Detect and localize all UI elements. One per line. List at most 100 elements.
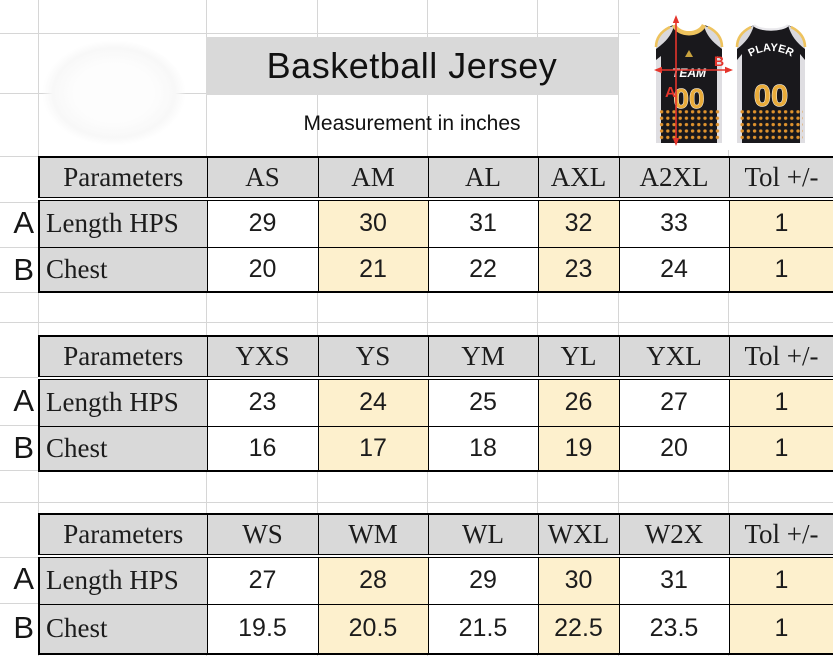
watermark-blob xyxy=(42,40,186,146)
header-cell: AS xyxy=(206,156,319,201)
value-cell: 23 xyxy=(206,377,319,427)
table-header-row: Parameters AS AM AL AXL A2XL Tol +/- xyxy=(38,156,833,201)
label-cell: Chest xyxy=(38,425,208,472)
value-cell: 22 xyxy=(427,246,539,293)
page-title-text: Basketball Jersey xyxy=(266,45,558,86)
value-cell: 27 xyxy=(618,377,730,427)
value-cell: 1 xyxy=(728,603,833,655)
size-table-women: Parameters WS WM WL WXL W2X Tol +/- Leng… xyxy=(38,513,833,655)
subtitle-text: Measurement in inches xyxy=(303,112,521,135)
value-cell: 23.5 xyxy=(618,603,730,655)
gridline xyxy=(618,0,619,656)
value-cell: 29 xyxy=(206,198,319,248)
header-cell: AM xyxy=(317,156,429,201)
gridline xyxy=(206,0,207,656)
gridline xyxy=(0,292,38,293)
header-cell: AXL xyxy=(537,156,620,201)
gridline xyxy=(0,557,38,558)
value-cell: 22.5 xyxy=(537,603,620,655)
gridline xyxy=(537,0,538,656)
header-cell: Tol +/- xyxy=(728,513,833,558)
gridline xyxy=(728,0,729,656)
row-marker-a: A xyxy=(13,383,34,418)
value-cell: 30 xyxy=(317,198,429,248)
header-cell: Parameters xyxy=(38,335,208,380)
value-cell: 30 xyxy=(537,555,620,605)
header-cell: YXL xyxy=(618,335,730,380)
header-cell: YS xyxy=(317,335,429,380)
table-header-row: Parameters YXS YS YM YL YXL Tol +/- xyxy=(38,335,833,380)
value-cell: 20 xyxy=(206,246,319,293)
label-cell: Length HPS xyxy=(38,555,208,605)
header-cell: WM xyxy=(317,513,429,558)
label-cell: Chest xyxy=(38,603,208,655)
jersey-front-image: TEAM 00 A B xyxy=(654,15,733,146)
value-cell: 19.5 xyxy=(206,603,319,655)
table-row-chest: Chest 20 21 22 23 24 1 xyxy=(38,246,833,293)
row-marker-b: B xyxy=(13,429,34,465)
gridline xyxy=(0,322,833,323)
gridline xyxy=(38,0,39,656)
svg-text:PLAYER: PLAYER xyxy=(746,42,795,60)
header-cell: AL xyxy=(427,156,539,201)
arrow-a-label: A xyxy=(665,84,676,101)
table-row-length: Length HPS 29 30 31 32 33 1 xyxy=(38,198,833,248)
value-cell: 33 xyxy=(618,198,730,248)
header-cell: WS xyxy=(206,513,319,558)
value-cell: 1 xyxy=(728,425,833,472)
gridline xyxy=(0,377,38,378)
row-marker-b: B xyxy=(13,610,34,645)
header-cell: Parameters xyxy=(38,513,208,558)
value-cell: 32 xyxy=(537,198,620,248)
header-cell: Tol +/- xyxy=(728,156,833,201)
gridline xyxy=(0,156,38,157)
front-number-text: 00 xyxy=(673,83,704,114)
value-cell: 27 xyxy=(206,555,319,605)
front-logo-icon xyxy=(685,50,693,57)
row-marker-a: A xyxy=(13,205,34,240)
measurement-arrow-b: B xyxy=(654,53,733,74)
gridline xyxy=(0,470,38,471)
label-cell: Length HPS xyxy=(38,377,208,427)
value-cell: 31 xyxy=(618,555,730,605)
label-cell: Length HPS xyxy=(38,198,208,248)
back-number-text: 00 xyxy=(754,78,788,113)
value-cell: 1 xyxy=(728,377,833,427)
page-title: Basketball Jersey xyxy=(206,37,618,95)
value-cell: 18 xyxy=(427,425,539,472)
table-row-length: Length HPS 27 28 29 30 31 1 xyxy=(38,555,833,605)
value-cell: 19 xyxy=(537,425,620,472)
subtitle: Measurement in inches xyxy=(206,106,618,142)
table-row-chest: Chest 19.5 20.5 21.5 22.5 23.5 1 xyxy=(38,603,833,655)
value-cell: 17 xyxy=(317,425,429,472)
header-cell: A2XL xyxy=(618,156,730,201)
label-cell: Chest xyxy=(38,246,208,293)
value-cell: 1 xyxy=(728,555,833,605)
value-cell: 24 xyxy=(317,377,429,427)
table-header-row: Parameters WS WM WL WXL W2X Tol +/- xyxy=(38,513,833,558)
header-cell: W2X xyxy=(618,513,730,558)
value-cell: 31 xyxy=(427,198,539,248)
value-cell: 20.5 xyxy=(317,603,429,655)
back-brand-text: PLAYER xyxy=(746,42,795,60)
size-table-youth: Parameters YXS YS YM YL YXL Tol +/- Leng… xyxy=(38,335,833,472)
value-cell: 20 xyxy=(618,425,730,472)
header-cell: YXS xyxy=(206,335,319,380)
value-cell: 21 xyxy=(317,246,429,293)
value-cell: 1 xyxy=(728,246,833,293)
gridline xyxy=(317,0,318,656)
gridline xyxy=(0,202,38,203)
measurement-arrow-a: A xyxy=(665,15,680,146)
header-cell: YL xyxy=(537,335,620,380)
gridline xyxy=(0,502,833,503)
gridline xyxy=(0,603,38,604)
value-cell: 29 xyxy=(427,555,539,605)
value-cell: 21.5 xyxy=(427,603,539,655)
table-row-length: Length HPS 23 24 25 26 27 1 xyxy=(38,377,833,427)
header-cell: Parameters xyxy=(38,156,208,201)
jersey-images: TEAM 00 A B xyxy=(640,0,833,150)
gridline xyxy=(427,0,428,656)
gridline xyxy=(0,247,38,248)
value-cell: 23 xyxy=(537,246,620,293)
